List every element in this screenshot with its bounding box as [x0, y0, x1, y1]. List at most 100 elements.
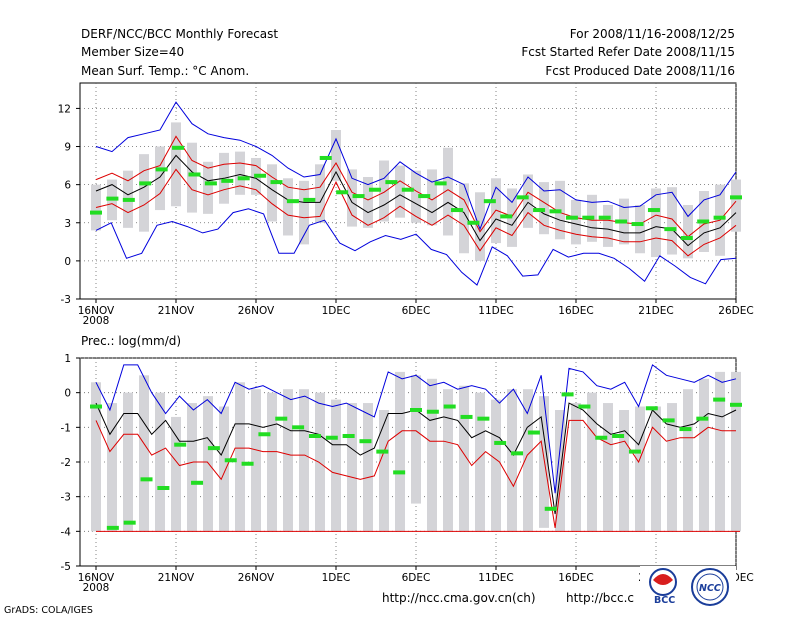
prec-range-bar: [379, 410, 389, 532]
temp-ensemble-marker: [500, 214, 513, 219]
temp-range-bar: [427, 169, 437, 226]
temp-xtick-label: 26NOV: [238, 305, 275, 317]
temp-xtick-label: 21NOV: [158, 305, 195, 317]
forecast-period-label: For 2008/11/16-2008/12/25: [570, 27, 735, 41]
prec-ensemble-marker: [106, 525, 119, 530]
temp-ensemble-marker: [336, 190, 349, 195]
prec-ensemble-marker: [359, 439, 372, 444]
ncc-logo: NCC: [691, 568, 729, 606]
prec-ensemble-marker: [157, 486, 170, 490]
prec-range-bar: [651, 406, 661, 532]
temp-range-bar: [459, 183, 469, 254]
temp-range-bar: [683, 204, 693, 259]
variable-label: Mean Surf. Temp.: °C Anom.: [81, 64, 249, 78]
prec-ensemble-marker: [292, 425, 305, 430]
prec-ensemble-marker: [612, 434, 625, 438]
prec-ensemble-marker: [241, 461, 254, 466]
precipitation-panel: -5 -4 -3 -2 -1 0 1 16NOV 21NOV 26NOV 1DEC 6DEC 11DEC…: [61, 353, 754, 594]
temp-ensemble-marker: [254, 173, 267, 178]
temp-ensemble-marker: [483, 199, 496, 204]
temp-ensemble-marker: [467, 220, 480, 225]
temp-ytick-label: 6: [64, 180, 71, 192]
temp-range-bar: [651, 188, 661, 258]
prec-range-bar: [635, 406, 645, 532]
prec-range-bar: [235, 382, 245, 532]
prec-ensemble-marker: [628, 449, 641, 454]
prec-ensemble-marker: [393, 470, 406, 475]
temp-range-bar: [203, 161, 213, 214]
prec-ensemble-marker: [527, 430, 540, 435]
temp-xtick-label: 26DEC: [718, 305, 753, 317]
temp-range-bar: [603, 204, 613, 247]
prec-range-bar: [619, 410, 629, 532]
temp-range-bar: [443, 147, 453, 236]
prec-range-bar: [571, 403, 581, 532]
temp-xtick-label: 21DEC: [638, 305, 673, 317]
temperature-panel: -3 0 3 6 9 12 16NOV 21NOV 26NOV 1DEC 6DEC 11DEC 16DE…: [58, 82, 754, 327]
temp-range-bar: [91, 184, 101, 231]
prec-ensemble-marker: [174, 442, 187, 447]
temp-xtick-label: 11DEC: [478, 305, 513, 317]
bcc-logo-text: BCC: [654, 595, 675, 606]
prec-xtick-label: 6DEC: [402, 572, 431, 584]
prec-range-bar: [299, 389, 309, 532]
prec-range-bar: [731, 371, 741, 532]
prec-ensemble-marker: [140, 477, 153, 482]
prec-range-bar: [91, 382, 101, 532]
prec-xtick-label: 16DEC: [558, 572, 593, 584]
prec-range-bar: [363, 403, 373, 532]
temp-ensemble-marker: [221, 178, 234, 183]
prec-range-bar: [475, 392, 485, 532]
prec-ensemble-marker: [730, 402, 742, 407]
temp-range-bar: [667, 187, 677, 255]
temp-ensemble-marker: [122, 197, 135, 202]
temp-ensemble-marker: [418, 194, 431, 199]
prec-range-bar: [699, 378, 709, 532]
temp-lower-mean-line: [95, 168, 737, 257]
prec-ensemble-marker: [460, 414, 473, 419]
prec-range-bar: [443, 389, 453, 532]
temp-ensemble-marker: [451, 208, 464, 213]
prec-ensemble-marker: [696, 416, 709, 421]
temp-range-bar: [235, 151, 245, 195]
precip-title: Prec.: log(mm/d): [81, 334, 181, 348]
ncc-logo-text: NCC: [699, 583, 721, 594]
temp-xtick-label: 6DEC: [402, 305, 431, 317]
temp-ensemble-marker: [90, 210, 102, 215]
temp-upper-line: [95, 101, 737, 231]
temp-ensemble-marker: [385, 180, 398, 185]
temp-year-label: 2008: [83, 315, 110, 327]
temp-range-bar: [379, 160, 389, 222]
temp-range-bar: [731, 179, 741, 232]
prec-range-bar: [587, 392, 597, 532]
grads-credit: GrADS: COLA/IGES: [4, 605, 93, 616]
temp-ensemble-marker: [286, 199, 299, 204]
temp-ytick-label: -3: [61, 294, 71, 306]
member-size-label: Member Size=40: [81, 45, 184, 59]
prec-range-bar: [267, 392, 277, 532]
prec-xtick-label: 1DEC: [322, 572, 351, 584]
prec-range-bar: [459, 385, 469, 532]
prec-ensemble-marker: [662, 418, 675, 423]
prec-range-bar: [139, 375, 149, 532]
temp-ensemble-marker: [713, 215, 726, 220]
prec-ensemble-marker: [224, 458, 237, 463]
prec-range-bar: [155, 392, 165, 532]
temp-range-bar: [523, 174, 533, 228]
prec-range-bar: [123, 392, 133, 532]
prec-range-bar: [203, 396, 213, 532]
temp-ytick-label: 0: [64, 256, 71, 268]
temp-ensemble-marker: [598, 215, 611, 220]
chart-title: DERF/NCC/BCC Monthly Forecast: [81, 27, 278, 41]
prec-ytick-label: -3: [61, 492, 71, 504]
temp-range-bar: [363, 177, 373, 228]
prec-ensemble-marker: [376, 449, 389, 454]
temp-range-bar: [299, 180, 309, 245]
temp-ensemble-marker: [533, 208, 546, 213]
bcc-url: http://bcc.c: [566, 591, 634, 605]
prec-range-bar: [251, 389, 261, 532]
temp-range-bar: [411, 170, 421, 223]
prec-ensemble-marker: [477, 416, 490, 421]
prec-upper-line: [95, 364, 737, 494]
prec-ytick-label: -2: [61, 457, 71, 469]
